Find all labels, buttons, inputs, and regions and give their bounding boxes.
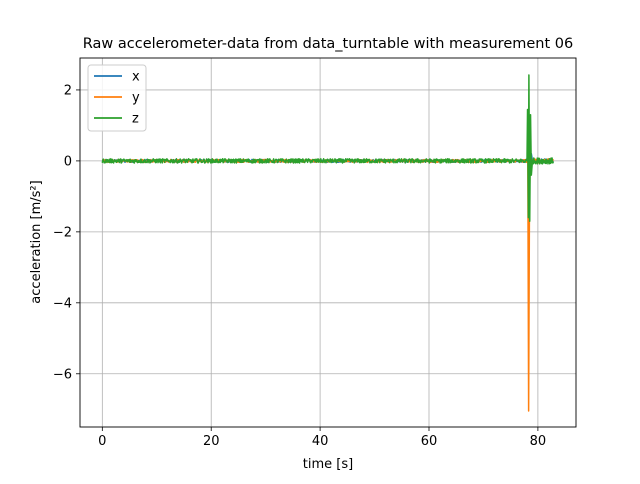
legend: xyz (87, 64, 147, 132)
x-tick-label: 60 (421, 434, 438, 449)
plot-area-frame (79, 57, 577, 428)
x-tick-label: 20 (203, 434, 220, 449)
y-tick-label: −6 (53, 367, 72, 382)
y-tick-label: −4 (53, 296, 72, 311)
y-tick-label: 2 (64, 83, 72, 98)
legend-label-z: z (132, 112, 139, 127)
y-tick-label: −2 (53, 225, 72, 240)
series-line-z (101, 74, 554, 222)
y-tick-label: 0 (64, 154, 72, 169)
legend-label-y: y (132, 91, 140, 106)
chart-title: Raw accelerometer-data from data_turntab… (83, 36, 573, 52)
legend-label-x: x (132, 70, 140, 85)
y-axis-label: acceleration [m/s²] (29, 180, 44, 303)
series-lines (101, 74, 554, 412)
x-tick-label: 40 (312, 434, 329, 449)
legend-box (87, 64, 147, 132)
x-axis-label: time [s] (303, 457, 353, 472)
x-tick-label: 80 (530, 434, 547, 449)
x-tick-label: 0 (98, 434, 106, 449)
